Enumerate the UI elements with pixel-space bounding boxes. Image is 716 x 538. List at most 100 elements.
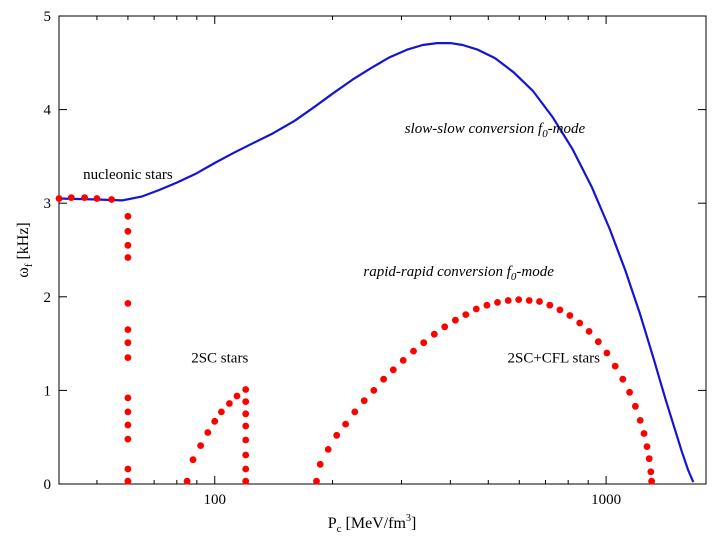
data-point [124,254,132,261]
x-tick-label: 1000 [591,492,621,508]
annotation-2sc: 2SC stars [191,350,248,366]
data-point [566,312,574,319]
data-point [525,297,533,304]
data-point [204,429,212,436]
y-tick-label: 2 [44,290,52,306]
y-tick-label: 1 [44,383,52,399]
data-point [67,194,75,202]
data-point [351,408,359,416]
data-point [452,316,459,324]
axis-labels: Pc [MeV/fm3] ωf [kHz] [15,222,416,535]
data-point [640,430,648,437]
slow-slow-curve [58,42,695,483]
data-point [242,465,250,473]
y-axis-label: ωf [kHz] [15,222,35,278]
data-point [93,195,101,202]
data-point [462,311,470,318]
x-axis-label: Pc [MeV/fm3] [328,513,417,535]
annotations: nucleonic stars slow-slow conversion f0-m… [83,121,600,366]
data-point [233,392,241,400]
data-point [611,362,619,370]
plot-border [58,15,707,485]
data-point [472,305,480,313]
data-point [124,477,132,485]
data-point [316,460,324,468]
data-point [124,408,132,416]
data-point [399,357,407,364]
data-point [410,347,417,355]
data-point [647,468,655,476]
data-point [420,339,428,347]
data-point [632,402,639,410]
annotation-cfl: 2SC+CFL stars [508,350,601,366]
data-point [333,431,341,439]
data-point [324,446,332,453]
data-point [645,455,653,463]
data-point [441,323,449,331]
data-point [124,394,132,402]
data-point [197,442,205,449]
data-point [242,477,250,485]
y-tick-label: 3 [44,196,52,212]
plot-frame [58,15,707,485]
data-point [124,465,132,473]
data-point [242,436,250,444]
y-tick-label: 5 [44,9,52,25]
data-point [648,477,655,485]
y-tick-label: 4 [44,103,52,119]
data-point [124,300,132,307]
data-point [81,194,88,202]
data-point [594,338,602,346]
y-tick-label: 0 [44,477,52,493]
data-point [124,241,132,249]
data-point [546,301,554,309]
data-point [360,397,368,405]
data-point [494,299,501,306]
data-point [585,328,593,335]
data-point [636,417,644,424]
data-point [242,398,250,405]
data-point [242,422,250,430]
data-point [124,354,132,361]
data-point [124,227,132,235]
data-point [124,421,132,429]
data-point [626,388,633,396]
data-point [242,451,250,459]
data-point [108,196,115,203]
data-point [536,298,543,305]
data-point [183,477,191,485]
data-point [643,443,651,450]
data-point [242,386,250,393]
data-point [242,410,250,418]
data-point [226,400,233,407]
data-point [189,456,197,464]
data-point [370,387,378,394]
data-point [515,296,523,303]
data-point [342,420,349,428]
rapid-rapid-dots [55,194,655,485]
data-point [124,212,132,220]
annotation-nucleonic: nucleonic stars [83,167,173,183]
axis-ticks: 0 1 2 3 4 5 100 1000 [44,9,706,508]
slow-slow-line [58,42,695,483]
data-point [313,477,320,485]
data-point [483,301,491,309]
annotation-rapid: rapid-rapid conversion f0-mode [363,264,554,283]
data-point [55,195,63,202]
data-point [504,297,512,304]
data-point [576,319,584,327]
data-point [124,339,132,347]
data-point [124,326,132,333]
data-point [556,306,564,314]
data-point [603,349,611,357]
data-point [619,375,627,383]
data-point [211,417,219,425]
x-tick-label: 100 [203,492,226,508]
data-point [124,435,132,443]
data-point [389,366,397,374]
data-point [380,375,387,383]
annotation-slow: slow-slow conversion f0-mode [405,121,586,140]
data-point [430,330,438,338]
data-point [218,408,225,416]
